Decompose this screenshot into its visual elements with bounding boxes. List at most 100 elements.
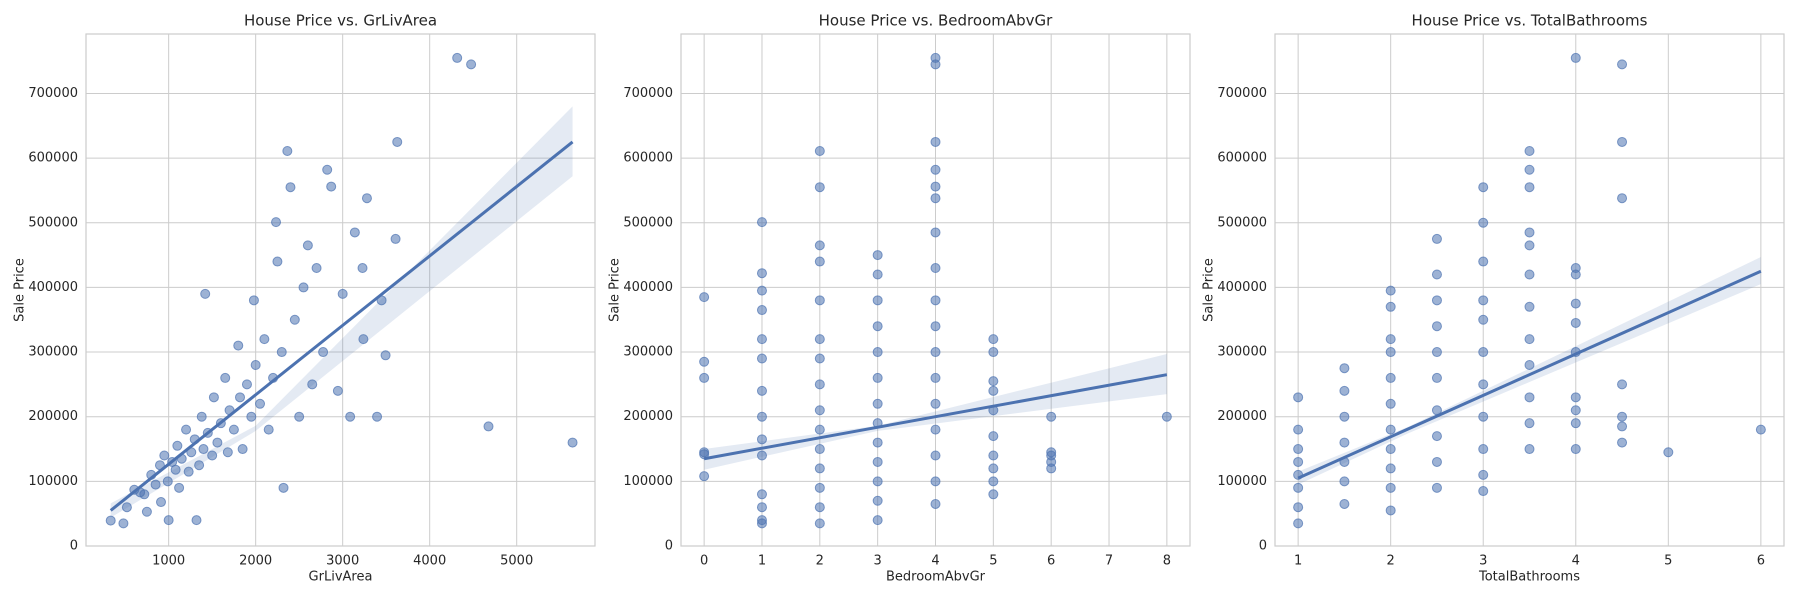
data-point [1524,444,1535,455]
data-point [198,444,209,455]
data-point [1478,314,1489,325]
y-tick-label: 400000 [28,280,78,295]
data-point [1524,301,1535,312]
data-point [988,450,999,461]
data-point [1617,136,1628,147]
data-point [159,450,170,461]
data-point [699,292,710,303]
y-tick-label: 100000 [1217,474,1267,489]
data-point [390,233,401,244]
data-point [872,476,883,487]
data-point [1293,444,1304,455]
y-tick-label: 300000 [623,345,673,360]
data-point [212,437,223,448]
y-tick-label: 300000 [1217,345,1267,360]
data-point [172,440,183,451]
data-point [814,424,825,435]
data-point [174,482,185,493]
data-point [1524,164,1535,175]
data-point [170,464,181,475]
data-point [756,411,767,422]
data-point [814,295,825,306]
x-axis-label: BedroomAbvGr [886,570,986,585]
data-point [1046,447,1057,458]
data-point [118,518,129,529]
x-tick-label: 1 [1294,554,1302,569]
data-point [872,398,883,409]
data-point [699,372,710,383]
data-point [1570,405,1581,416]
x-tick-label: 5 [1664,554,1672,569]
x-tick-label: 4 [931,554,939,569]
plot-area [1275,34,1784,546]
data-point [358,334,369,345]
data-point [930,136,941,147]
data-point [1570,392,1581,403]
data-point [1617,421,1628,432]
data-point [1570,52,1581,63]
panel: 0 1 2 3 4 5 6 7 8 0 100000 200000 300000 400000 500000… [608,12,1191,585]
data-point [756,353,767,364]
data-point [872,347,883,358]
data-point [302,240,313,251]
regression-line [703,373,1168,461]
data-point [814,146,825,157]
data-point [1339,498,1350,509]
data-point [872,372,883,383]
data-point [322,164,333,175]
data-point [988,431,999,442]
data-point [930,321,941,332]
data-point [380,350,391,361]
data-point [1293,482,1304,493]
data-point [872,456,883,467]
data-point [1046,411,1057,422]
data-point [1339,476,1350,487]
data-point [121,502,132,513]
data-point [1339,385,1350,396]
y-tick-label: 700000 [623,86,673,101]
data-point [222,447,233,458]
data-point [814,334,825,345]
data-point [756,385,767,396]
data-point [814,379,825,390]
data-point [163,515,174,526]
data-point [1478,256,1489,267]
data-point [930,498,941,509]
data-point [1385,285,1396,296]
data-point [872,495,883,506]
data-point [988,476,999,487]
data-point [814,482,825,493]
data-point [392,136,403,147]
data-point [1478,347,1489,358]
x-tick-label: 5 [989,554,997,569]
data-point [1478,217,1489,228]
y-tick-label: 0 [1259,539,1267,554]
data-point [1617,437,1628,448]
data-point [1431,372,1442,383]
axes-frame [85,33,596,547]
data-point [1385,301,1396,312]
x-tick-label: 4000 [413,554,446,569]
data-point [1339,437,1350,448]
data-point [756,334,767,345]
data-point [259,334,270,345]
y-tick-label: 600000 [1217,151,1267,166]
data-point [930,372,941,383]
data-point [930,193,941,204]
data-point [294,411,305,422]
data-point [1431,482,1442,493]
data-point [756,434,767,445]
data-point [237,444,248,455]
regression-line [109,140,574,512]
data-point [930,424,941,435]
data-point [1524,334,1535,345]
data-point [814,405,825,416]
data-point [1570,444,1581,455]
data-point [930,164,941,175]
y-tick-label: 200000 [623,409,673,424]
data-point [282,146,293,157]
data-point [1524,359,1535,370]
data-point [1293,424,1304,435]
data-point [285,182,296,193]
data-point [156,497,167,508]
